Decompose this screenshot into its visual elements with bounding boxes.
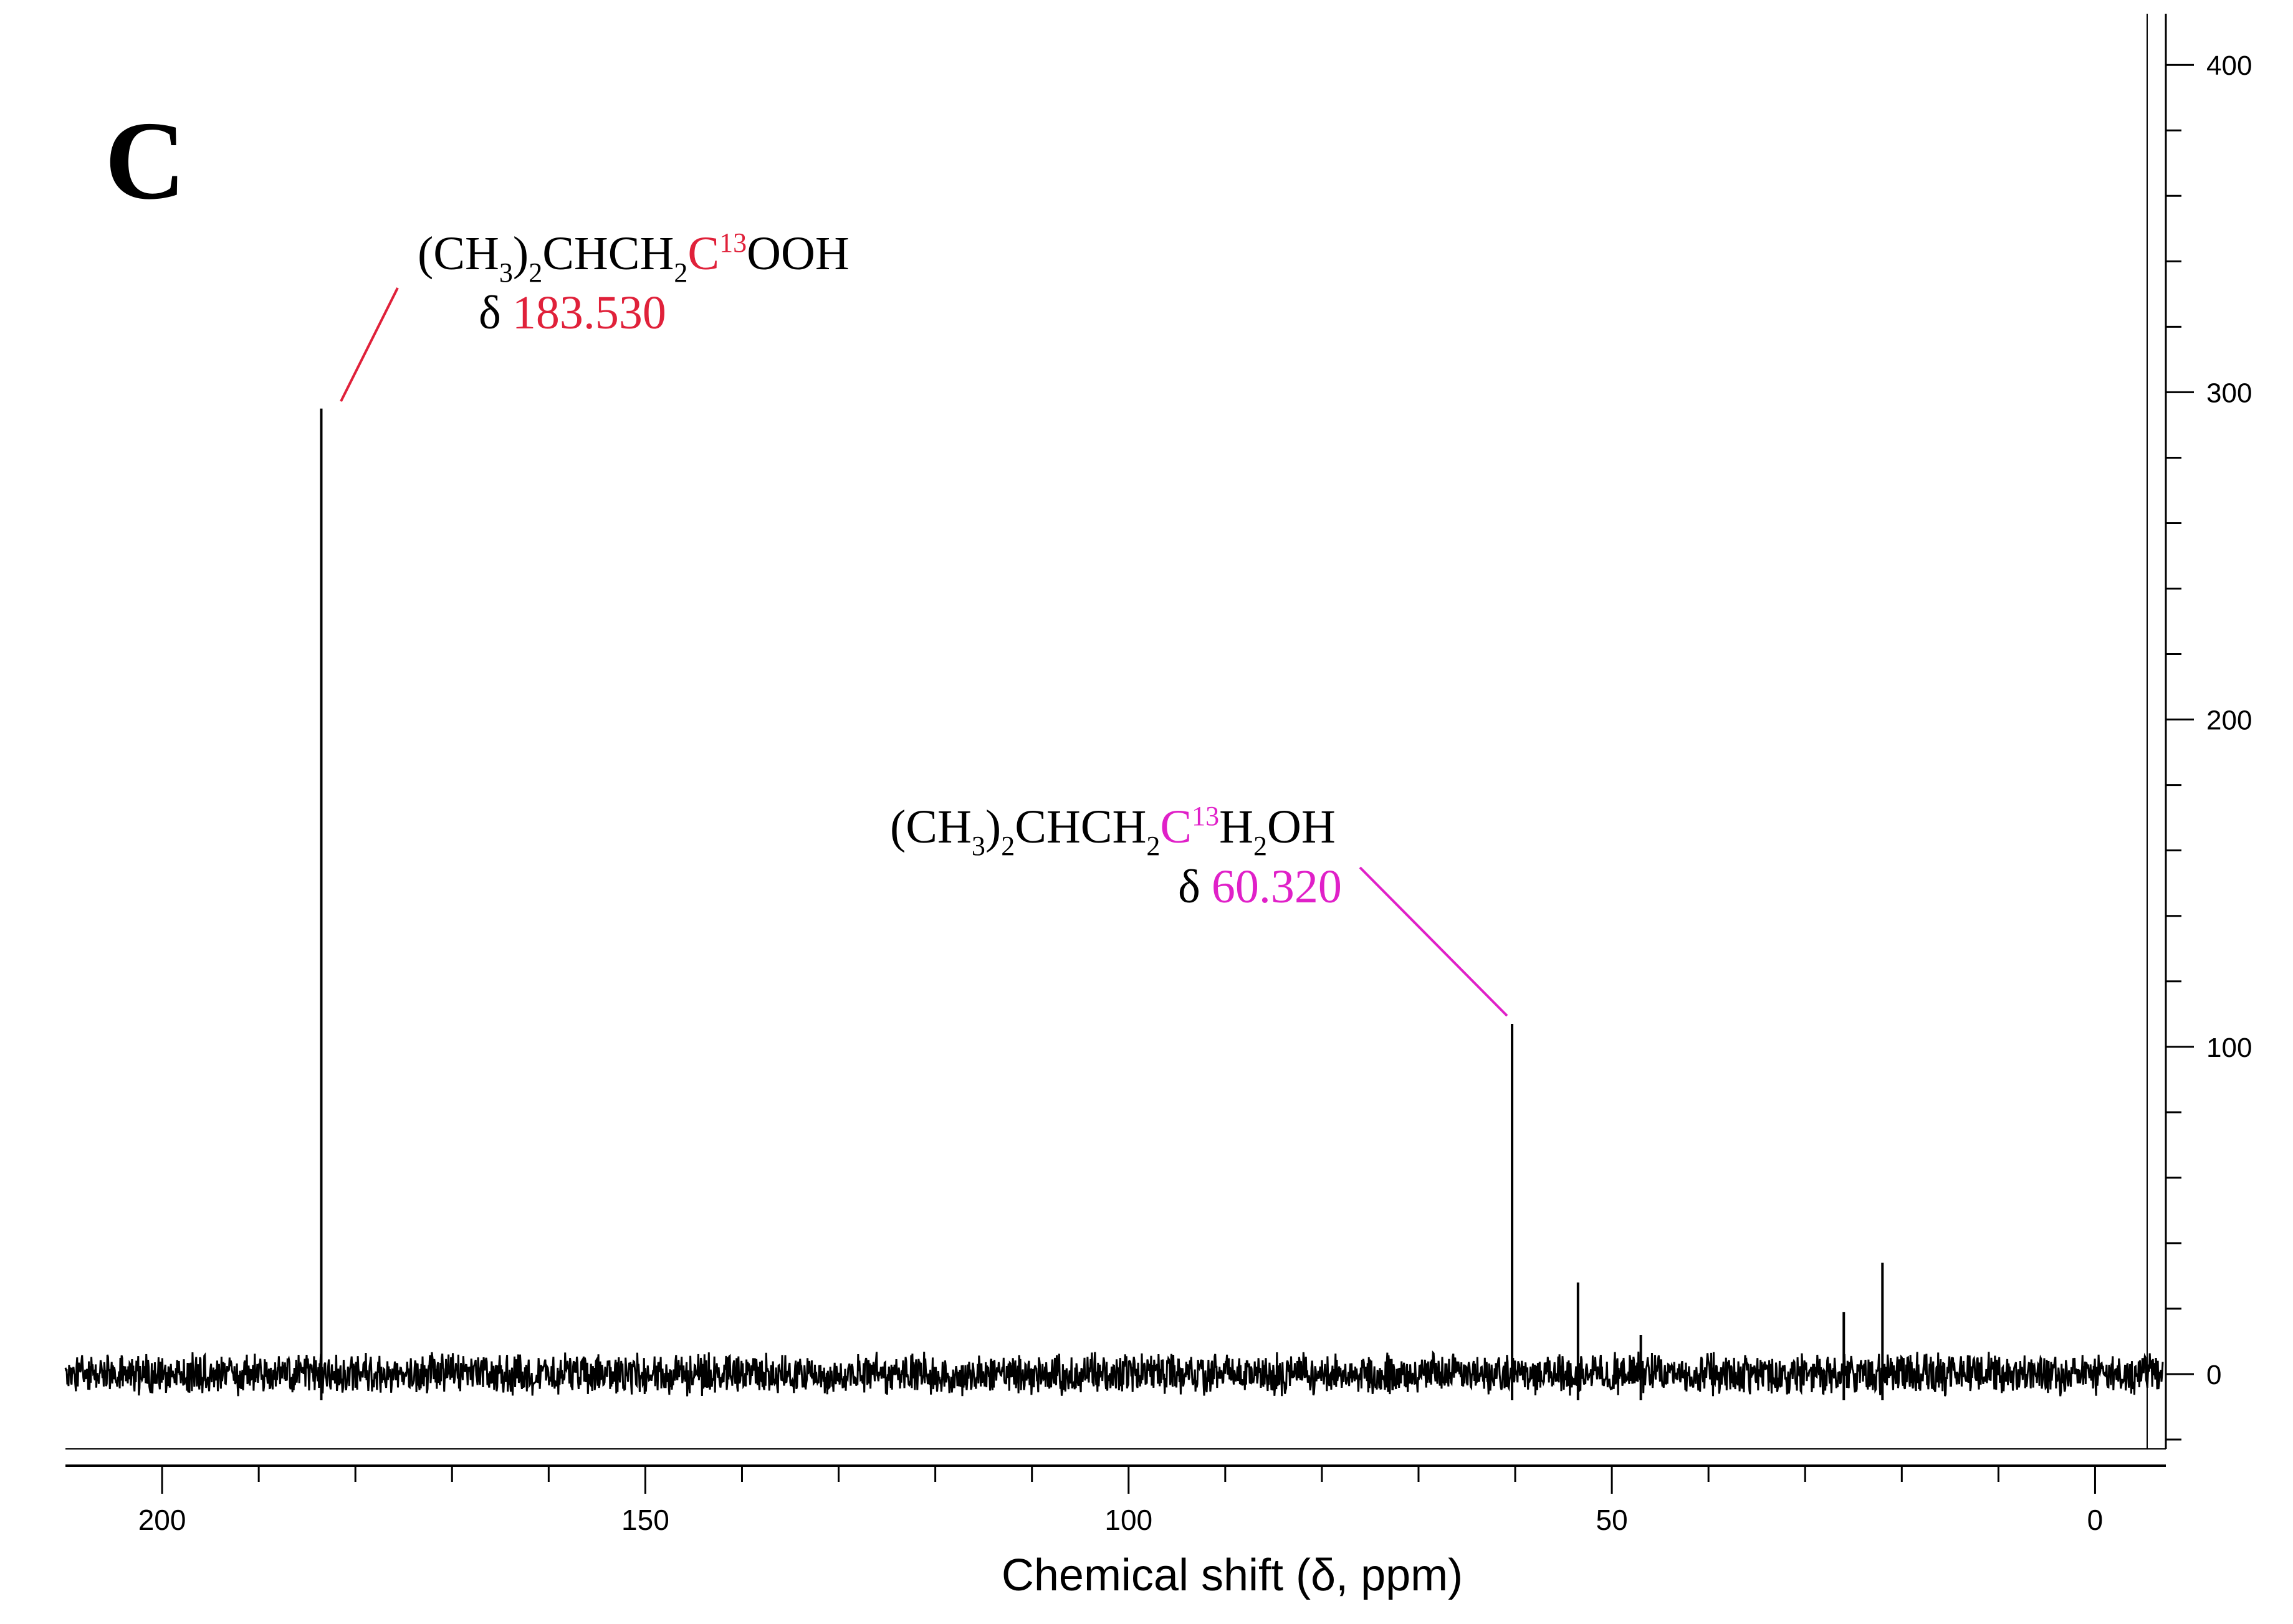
panel-label: C (105, 98, 186, 222)
y-tick-label: 100 (2206, 1033, 2252, 1063)
carboxyl-formula: (CH3)2CHCH2C13OOH (418, 227, 850, 288)
y-tick-label: 200 (2206, 705, 2252, 736)
y-tick-label: 300 (2206, 378, 2252, 408)
alcohol-leader-line (1359, 866, 1508, 1017)
x-tick-label: 50 (1596, 1504, 1628, 1536)
y-tick-label: 400 (2206, 50, 2252, 81)
x-tick-label: 100 (1104, 1504, 1152, 1536)
alcohol-annotation: (CH3)2CHCH2C13H2OH δ 60.320 (890, 801, 1508, 1017)
x-tick-label: 150 (621, 1504, 669, 1536)
x-tick-label: 0 (2087, 1504, 2104, 1536)
y-tick-label: 0 (2206, 1360, 2221, 1390)
carboxyl-annotation: (CH3)2CHCH2C13OOH δ 183.530 (340, 227, 850, 402)
alcohol-shift-label: δ 60.320 (1178, 861, 1342, 913)
y-axis: 0 100 200 300 400 (2166, 50, 2252, 1441)
alcohol-formula: (CH3)2CHCH2C13H2OH (890, 801, 1336, 861)
x-axis-title: Chemical shift (δ, ppm) (1002, 1550, 1463, 1600)
carboxyl-leader-line (340, 287, 399, 402)
spectrum-plot-area (64, 408, 2164, 1401)
x-tick-label: 200 (138, 1504, 186, 1536)
x-axis: 200 150 100 50 0 (138, 1466, 2104, 1536)
carboxyl-shift-label: δ 183.530 (479, 287, 666, 339)
spectrum-baseline (64, 1350, 2164, 1397)
